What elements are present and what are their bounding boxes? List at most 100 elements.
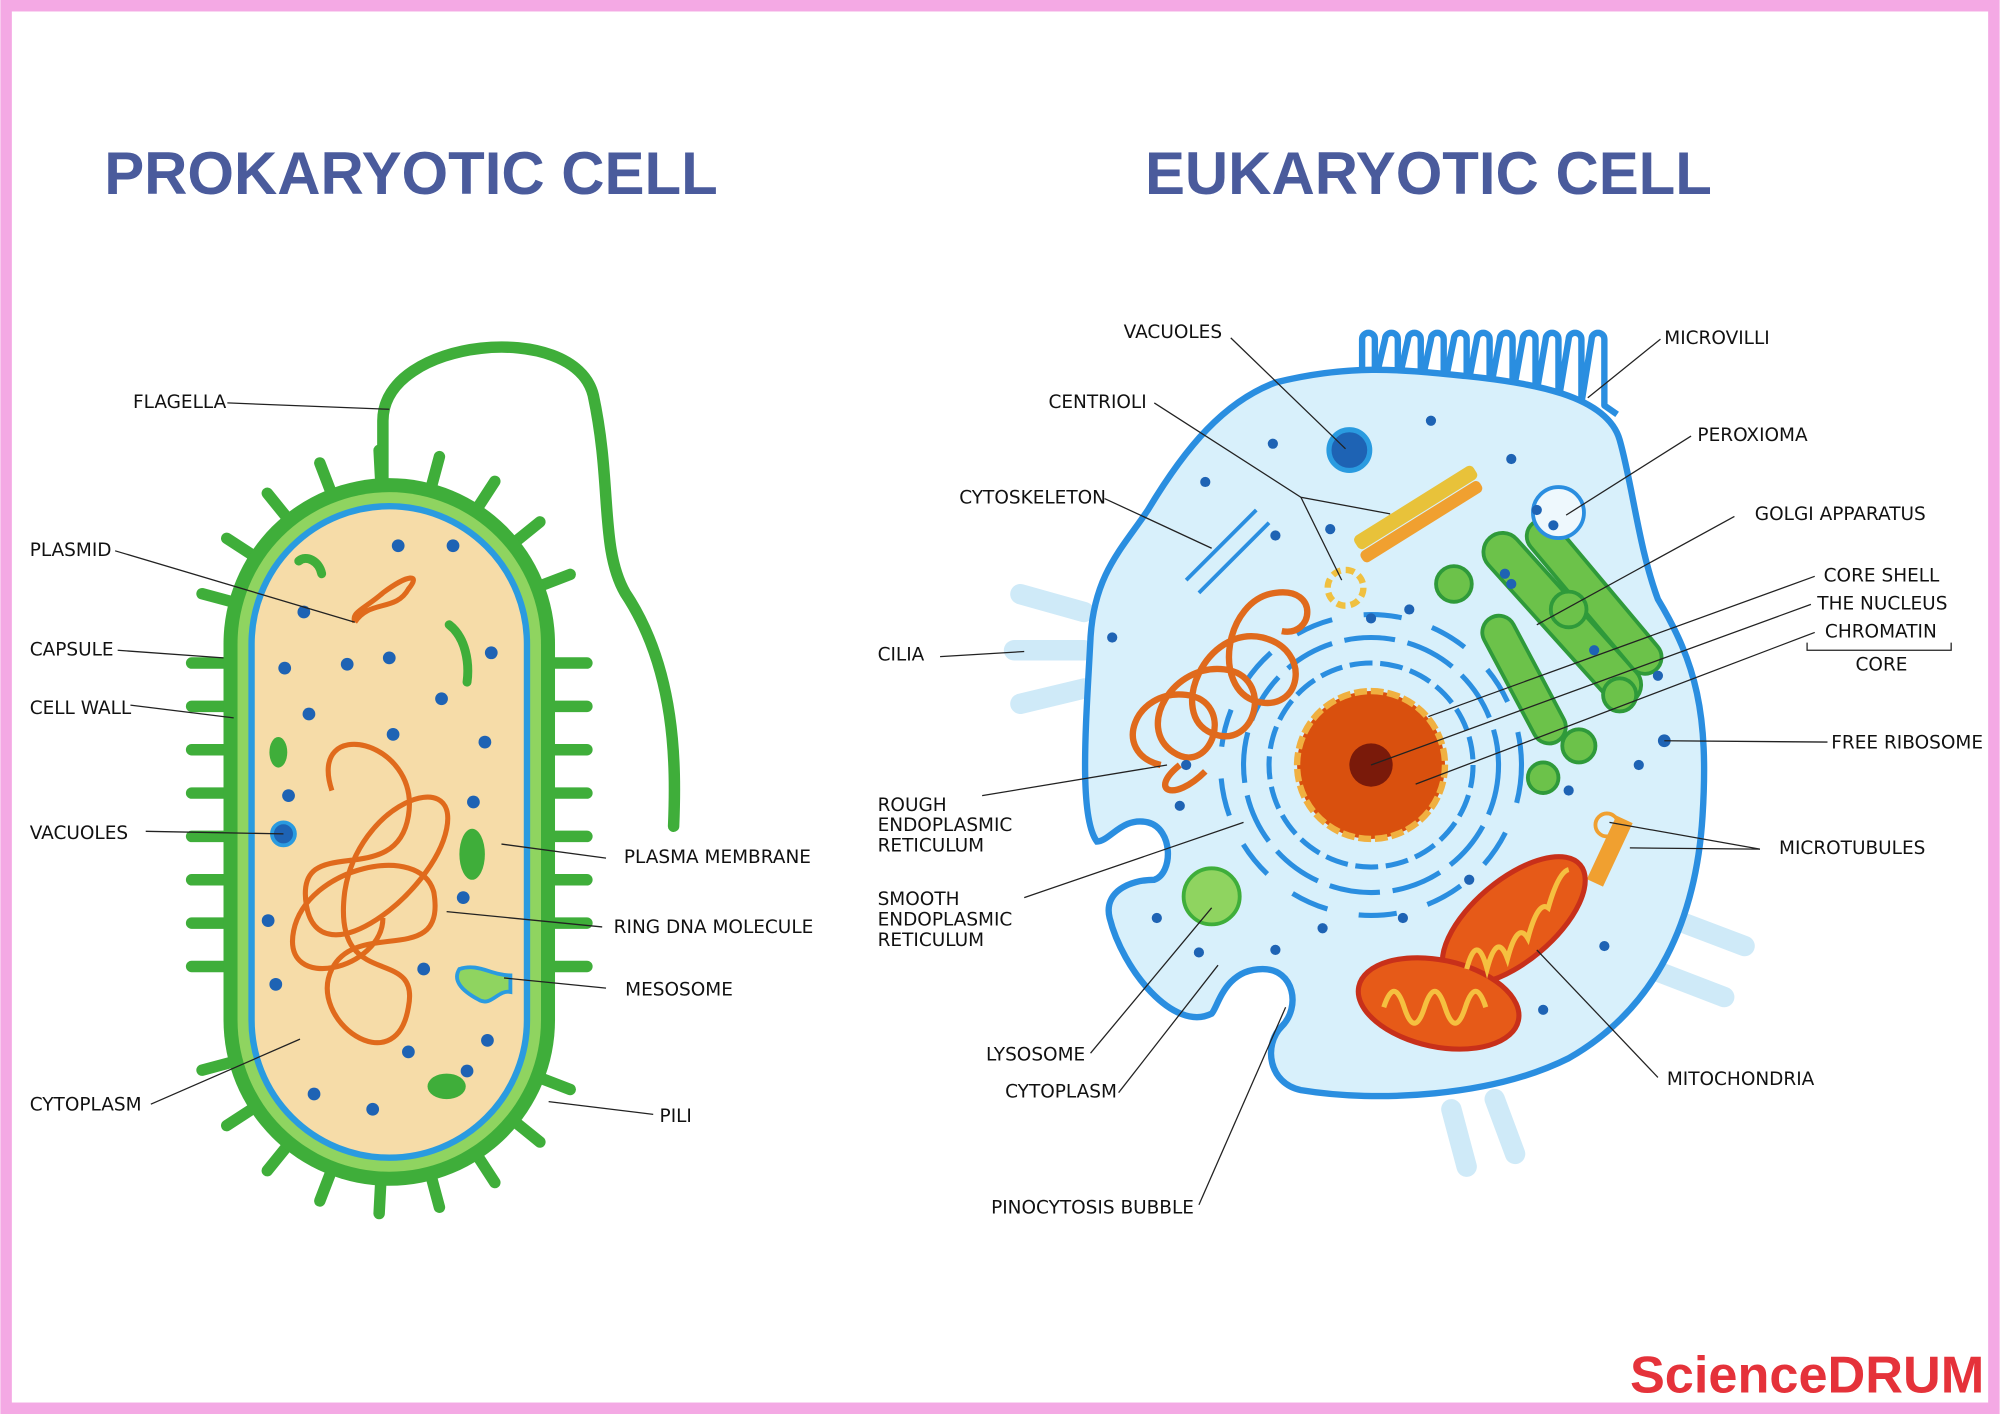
ribosome [1181,759,1192,771]
label: GOLGI APPARATUS [1755,504,1926,525]
leader-line [1300,496,1343,581]
ribosome [1506,578,1517,590]
label: ROUGH [878,795,947,816]
leader-line [1198,1007,1287,1206]
ribosomes [1107,415,1664,1015]
leader-line [1024,821,1244,899]
label: ENDOPLASMIC [878,910,1013,931]
ribosome [1548,520,1559,531]
ribosome [297,605,311,619]
label: PINOCYTOSIS BUBBLE [991,1198,1194,1219]
label: RING DNA MOLECULE [614,917,814,938]
label: THE NUCLEUS [1816,593,1947,614]
ribosome [278,661,292,675]
label: PLASMA MEMBRANE [624,847,811,868]
title: EUKARYOTIC CELL [1145,140,1712,207]
ribosome [484,646,498,660]
ribosome [1270,944,1281,955]
title: PROKARYOTIC CELL [104,140,717,207]
lysosome [1181,866,1242,927]
leader-line [446,911,603,928]
ribosome [417,962,431,976]
ribosome [269,977,283,991]
leader-line [1428,575,1815,718]
rough-er [1129,589,1311,794]
leader-line [1565,435,1692,516]
ribosome [1267,438,1278,449]
leader-line [1370,603,1812,766]
ribosome [467,795,480,809]
ribosome [282,789,295,802]
ribosome [1464,874,1475,885]
ribosome [391,539,405,553]
eukaryote-drawing [1003,329,1755,1177]
ribosome [1652,670,1664,681]
label: CELL WALL [30,698,132,719]
ribosome [1397,912,1409,924]
ribosome [1563,785,1574,796]
label: CYTOPLASM [30,1094,142,1115]
label: PILI [660,1106,692,1127]
label: CYTOSKELETON [959,488,1106,509]
label: ENDOPLASMIC [878,815,1013,836]
label: PLASMID [30,540,112,561]
microvilli [1358,329,1619,417]
granule [459,828,485,880]
ribosome [261,914,275,927]
granule [269,736,288,768]
label: MITOCHONDRIA [1667,1069,1815,1090]
ribosome [1599,940,1610,952]
label: VACUOLES [30,823,128,844]
label: SMOOTH [878,889,960,910]
ribosome [446,539,460,553]
ribosome [386,728,400,741]
label: CAPSULE [30,639,114,660]
leader-line [503,977,607,989]
ribosome [481,1034,494,1047]
label: CILIA [878,644,925,665]
granule [294,554,327,579]
leader-line [982,764,1168,797]
leader-line [501,843,607,859]
cytoskeleton [1197,521,1271,595]
granule [427,1073,466,1100]
ribosome [302,707,316,721]
centriole [1354,465,1483,563]
leader-line [1090,907,1213,1054]
ribosome [1589,645,1600,656]
golgi-apparatus [1434,517,1664,795]
leader-line [1664,740,1828,743]
label: CYTOPLASM [1005,1082,1117,1103]
microtubule [1593,811,1621,839]
leader-line [114,550,356,623]
label: FLAGELLA [133,392,227,413]
label: PEROXIOMA [1697,425,1808,446]
leader-line [117,649,224,659]
ribosome [402,1045,415,1059]
ribosome [1325,524,1336,535]
ribosome [1531,504,1542,516]
vacuole [1326,427,1373,474]
ribosome [478,735,492,749]
ribosome [1107,632,1118,643]
label: CORE SHELL [1824,565,1940,586]
ribosome [1200,476,1211,488]
label: VACUOLES [1124,322,1222,343]
leader-line [227,402,390,410]
leader-line [548,1100,654,1116]
leader-line [1536,515,1735,626]
label: MICROTUBULES [1779,838,1925,859]
ribosome [1425,415,1437,426]
leader-line [130,704,234,719]
label: CORE [1856,655,1908,676]
prokaryote-drawing [185,341,681,1220]
granule [444,620,473,687]
ribosome [1404,604,1415,615]
label: MICROVILLI [1664,328,1769,349]
ribosome [1633,759,1644,771]
ribosome [1538,1004,1549,1015]
leader-line [1104,497,1212,549]
membrane [248,502,531,1161]
leader-line [940,650,1025,658]
